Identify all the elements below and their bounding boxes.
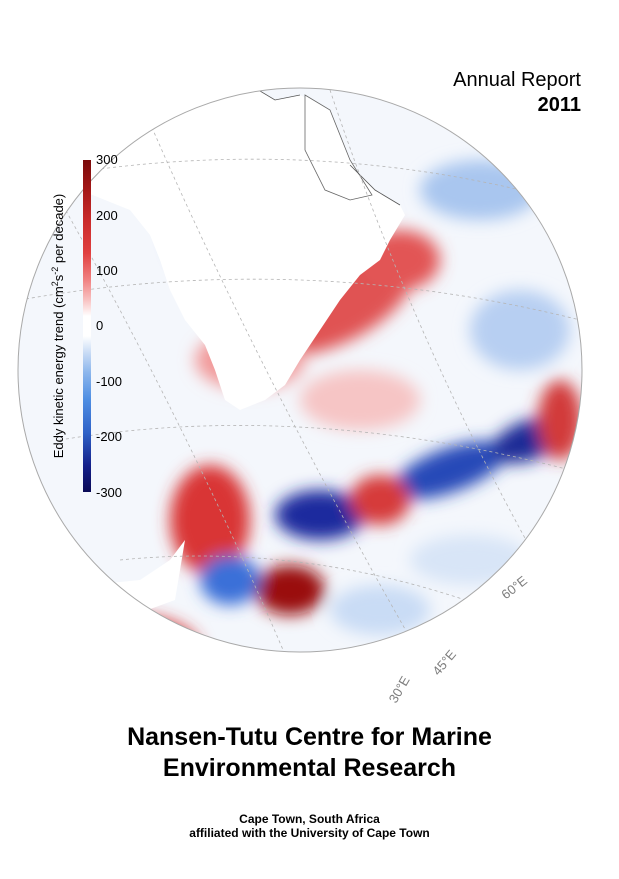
colorbar-tick: 300 <box>96 152 118 167</box>
colorbar-tick: 0 <box>96 318 104 333</box>
colorbar-tick: 200 <box>96 208 118 223</box>
colorbar-tick: -300 <box>96 485 123 500</box>
colorbar-label: Eddy kinetic energy trend (cm2s-2 per de… <box>49 193 67 459</box>
colorbar <box>83 160 91 492</box>
report-year: 2011 <box>537 94 581 116</box>
globe-map <box>17 87 583 653</box>
organization-line2: Environmental Research <box>162 754 457 782</box>
report-title-line1: Annual Report <box>453 69 581 91</box>
organization-name: Nansen-Tutu Centre for Marine Environmen… <box>0 722 619 784</box>
location-info: Cape Town, South Africa affiliated with … <box>0 812 619 840</box>
colorbar-tick: -100 <box>96 374 123 389</box>
colorbar-tick: 100 <box>96 263 118 278</box>
report-title: Annual Report 2011 <box>453 68 581 118</box>
colorbar-tick: -200 <box>96 429 123 444</box>
location-line2: affiliated with the University of Cape T… <box>189 826 430 840</box>
location-line1: Cape Town, South Africa <box>239 812 380 826</box>
organization-line1: Nansen-Tutu Centre for Marine <box>127 723 492 751</box>
